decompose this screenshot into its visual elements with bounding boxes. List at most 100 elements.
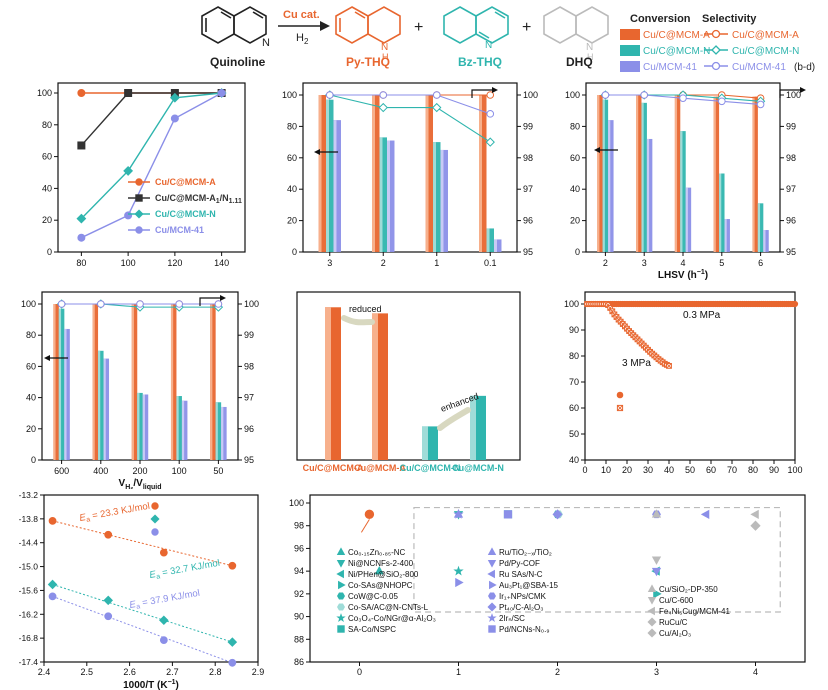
py-thq-nh: N: [381, 42, 388, 53]
y2-tick-label: 98: [244, 361, 254, 371]
y2-tick-label: 97: [244, 393, 254, 403]
y2-tick-label: 96: [523, 216, 533, 226]
y-tick-label: 40: [570, 184, 580, 194]
bz-thq-label: Bz-THQ: [458, 55, 502, 69]
y2-tick-label: 100: [244, 299, 259, 309]
this-work-point: [364, 509, 375, 520]
y-tick-label: 70: [569, 377, 579, 387]
bar-highlight: [58, 308, 62, 460]
legend-marker: [647, 628, 657, 638]
y-tick-label: 100: [289, 498, 304, 508]
legend-label: Ir₁₊NPs/CMK: [499, 592, 547, 601]
x-tick-label: 60: [706, 465, 716, 475]
x-tick-label: 3: [642, 258, 647, 268]
bar: [386, 140, 395, 252]
bar: [210, 304, 216, 460]
data-point-cross: [666, 363, 672, 369]
x-tick-label: 2.8: [209, 667, 222, 677]
annotation-ea: Ea = 37.9 KJ/mol: [129, 588, 201, 612]
y-tick-label: 0: [31, 455, 36, 465]
x-tick-label: 80: [76, 258, 86, 268]
y-tick-label: -15.6: [19, 585, 39, 595]
selectivity-point: [718, 97, 726, 106]
data-point: [170, 114, 179, 123]
bar-highlight: [674, 95, 678, 252]
legend-label: Cu/C-600: [659, 596, 694, 605]
bar: [674, 95, 681, 252]
legend-label: Pt₄₀/C-Al₂O₃: [499, 603, 544, 612]
this-work-pointer: [360, 519, 370, 533]
data-point: [104, 612, 113, 621]
annotation-ea: Ea = 23.3 KJ/mol: [79, 501, 151, 525]
data-point-cross: [609, 308, 616, 314]
y2-tick-label: 99: [244, 330, 254, 340]
x-tick-label: Cu/C@MCM-N: [400, 463, 461, 473]
bar-highlight: [215, 402, 218, 460]
data-point: [651, 567, 662, 577]
reaction-arrow-head: [320, 21, 330, 31]
bar-highlight: [98, 350, 101, 460]
bar-highlight: [372, 313, 378, 460]
y2-tick-label: 96: [786, 216, 796, 226]
y-tick-label: 40: [569, 455, 579, 465]
data-point: [77, 89, 86, 97]
bar: [479, 95, 487, 252]
bar: [98, 350, 104, 460]
bar: [215, 402, 222, 460]
panel-c: 0 20 40 60 80 100 95 96 97 98 99 100 2 3 4 5 6 LHSV (h−1): [565, 82, 806, 281]
legend-marker: [337, 592, 345, 600]
bar: [142, 394, 149, 460]
bar-highlight: [425, 95, 429, 252]
bar-highlight: [680, 131, 683, 252]
bar: [724, 219, 730, 252]
data-point: [750, 520, 761, 531]
legend-label: Co-SA/AC@N-CNTs-L: [348, 603, 429, 612]
y-tick-label: 20: [26, 424, 36, 434]
selectivity-point: [486, 91, 495, 99]
bar-highlight: [210, 304, 213, 460]
bar-highlight: [440, 149, 444, 252]
x-axis-label: LHSV (h−1): [658, 269, 708, 281]
x-tick-label: 2.4: [38, 667, 51, 677]
py-thq-structure: [335, 6, 401, 44]
y-tick-label: -17.4: [19, 657, 39, 667]
y-tick-label: 90: [294, 612, 304, 622]
legend-marker: [337, 603, 345, 611]
bar: [641, 102, 647, 252]
selectivity-point: [325, 91, 334, 99]
data-point: [169, 92, 180, 103]
py-thq-h: H: [382, 52, 389, 62]
y2-tick-label: 97: [523, 184, 533, 194]
top-legend: Conversion Selectivity Cu/C@MCM-A Cu/C@M…: [620, 13, 815, 73]
y-tick-label: 94: [294, 566, 304, 576]
y-tick-label: 60: [569, 403, 579, 413]
legend-label: Pd/Py-COF: [499, 559, 540, 568]
y-tick-label: 80: [287, 121, 297, 131]
x-axis-label: 1000/T (K−1): [123, 679, 179, 690]
y2-tick-label: 95: [244, 455, 254, 465]
bar: [372, 95, 380, 252]
x-tick-label: 400: [93, 466, 108, 476]
y-tick-label: 40: [26, 393, 36, 403]
bz-thq-n: N: [485, 40, 492, 51]
panel-g: 2.4 2.5 2.6 2.7 2.8 2.9 -13.2 -13.8 -14.4 -15.0 -1…: [19, 490, 265, 690]
panel-a: 80 100 120 140 0 20 40 60 80 100 Cu/C@MCM-A Cu/C@MC…: [37, 82, 246, 268]
bar: [757, 203, 764, 252]
x-tick-label: 1: [434, 258, 439, 268]
x-tick-label: 100: [787, 465, 802, 475]
bar-highlight: [433, 142, 437, 252]
data-point: [374, 565, 384, 575]
selectivity-point: [378, 102, 388, 113]
bar-highlight: [646, 138, 650, 252]
data-point: [503, 510, 513, 519]
bar-highlight: [64, 328, 67, 460]
bar-highlight: [602, 99, 605, 253]
legend-marker: [488, 592, 496, 600]
legend-label: Cu/C@MCM-A1/N1.11: [155, 193, 242, 205]
data-point: [48, 592, 57, 601]
x-tick-label: 100: [121, 258, 136, 268]
legend-label: Ni@NCNFs-2-400: [348, 559, 414, 568]
legend-selectivity-title: Selectivity: [702, 13, 757, 25]
panel-h: 0 1 2 3 4 86 88 90 92 94 96 98 100 Co₀.₁₅Zn₀.₈₅-NC Ni@…: [289, 494, 806, 677]
